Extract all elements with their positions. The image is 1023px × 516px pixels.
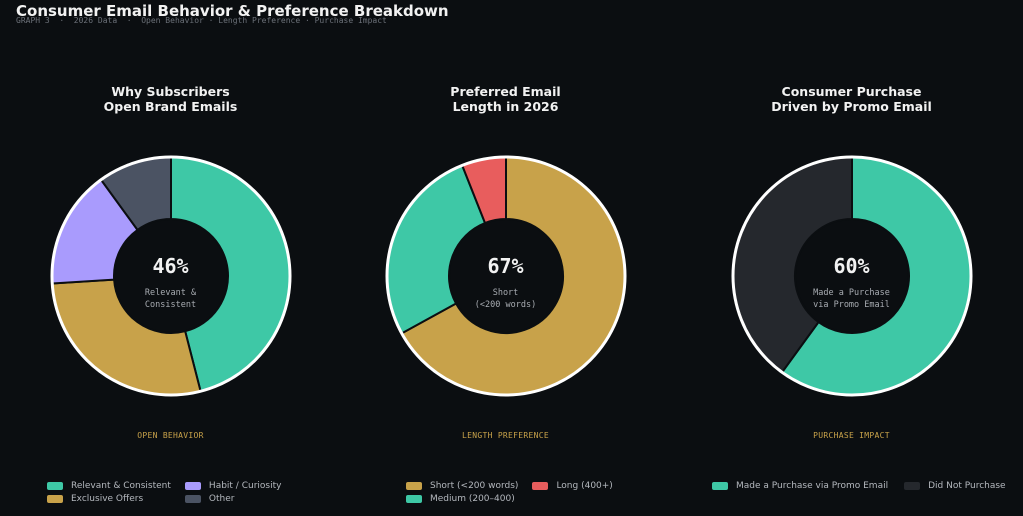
center-label-line: Made a Purchase	[813, 288, 890, 298]
chart-panel-open-behavior: Why Subscribers Open Brand Emails 46% Re…	[0, 0, 341, 516]
legend-item: Short (<200 words)	[406, 481, 518, 491]
section-label: OPEN BEHAVIOR	[137, 431, 204, 440]
legend-swatch	[532, 482, 549, 490]
legend-item: Long (400+)	[532, 481, 613, 491]
center-label: Relevant & Consistent	[0, 287, 341, 311]
legend-label: Relevant & Consistent	[71, 481, 171, 491]
chart-title-line: Consumer Purchase	[781, 84, 922, 99]
donut-hole	[450, 220, 562, 332]
center-value: 60%	[833, 254, 870, 278]
chart-panel-length-preference: Preferred Email Length in 2026 67% Short…	[335, 0, 676, 516]
center-label-line: Short	[492, 288, 519, 298]
legend-item: Habit / Curiosity	[184, 481, 282, 491]
legend-label: Did Not Purchase	[928, 481, 1006, 491]
legend-label: Short (<200 words)	[430, 481, 519, 491]
legend-item: Exclusive Offers	[47, 494, 171, 504]
chart-title-line: Preferred Email	[450, 84, 561, 99]
donut-outer-ring	[731, 155, 973, 397]
center-label: Short (<200 words)	[335, 287, 676, 311]
chart-title: Preferred Email Length in 2026	[335, 84, 676, 114]
legend-swatch	[406, 495, 422, 503]
chart-title: Why Subscribers Open Brand Emails	[0, 84, 341, 114]
legend-item: Medium (200–400)	[406, 494, 518, 504]
donut-outer-ring	[50, 155, 292, 397]
legend-item: Made a Purchase via Promo Email	[712, 481, 888, 491]
legend-label: Other	[208, 494, 235, 504]
legend-swatch	[904, 482, 921, 490]
chart-title-line: Driven by Promo Email	[771, 99, 932, 114]
chart-title: Consumer Purchase Driven by Promo Email	[681, 84, 1022, 114]
legend-label: Made a Purchase via Promo Email	[736, 481, 889, 491]
center-value: 46%	[152, 254, 189, 278]
legend-swatch	[712, 482, 728, 490]
page-subtitle: GRAPH 3 · 2026 Data · Open Behavior · Le…	[16, 16, 387, 25]
center-label-line: via Promo Email	[813, 300, 890, 310]
chart-title-line: Length in 2026	[452, 99, 559, 114]
donut-chart	[50, 155, 292, 397]
legend-swatch	[184, 495, 201, 503]
donut-hole	[796, 220, 908, 332]
legend-swatch	[184, 482, 201, 490]
legend-item: Did Not Purchase	[904, 481, 1006, 491]
legend-label: Exclusive Offers	[71, 494, 144, 504]
chart-title-line: Why Subscribers	[111, 84, 230, 99]
legend-label: Long (400+)	[556, 481, 613, 491]
donut-chart	[731, 155, 973, 397]
center-label-line: (<200 words)	[474, 300, 537, 310]
chart-title-line: Open Brand Emails	[103, 99, 238, 114]
center-label: Made a Purchase via Promo Email	[681, 287, 1022, 311]
legend: Relevant & Consistent Habit / Curiosity …	[47, 481, 281, 504]
legend-item: Relevant & Consistent	[47, 481, 171, 491]
section-label: PURCHASE IMPACT	[813, 431, 890, 440]
donut-outer-ring	[385, 155, 627, 397]
legend-swatch	[406, 482, 422, 490]
donut-chart	[385, 155, 627, 397]
chart-panel-purchase-impact: Consumer Purchase Driven by Promo Email …	[681, 0, 1022, 516]
legend: Made a Purchase via Promo Email Did Not …	[712, 481, 1006, 491]
legend-label: Habit / Curiosity	[208, 481, 282, 491]
donut-hole	[115, 220, 227, 332]
legend-item: Other	[184, 494, 282, 504]
center-label-line: Relevant &	[144, 288, 197, 298]
page-title: Consumer Email Behavior & Preference Bre…	[16, 2, 449, 20]
center-label-line: Consistent	[144, 300, 197, 310]
legend-swatch	[47, 495, 63, 503]
legend-swatch	[47, 482, 63, 490]
legend-label: Medium (200–400)	[430, 494, 515, 504]
legend: Short (<200 words) Long (400+) Medium (2…	[406, 481, 613, 504]
section-label: LENGTH PREFERENCE	[462, 431, 549, 440]
center-value: 67%	[487, 254, 524, 278]
